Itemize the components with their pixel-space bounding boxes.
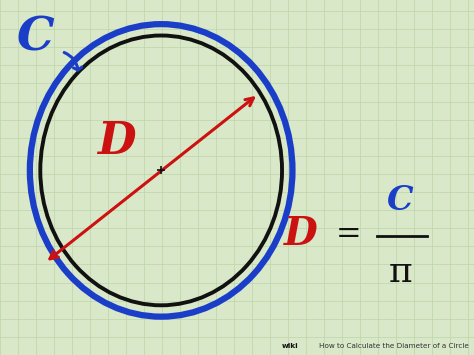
Text: D: D bbox=[284, 215, 318, 253]
Text: wiki: wiki bbox=[282, 343, 299, 349]
Text: C: C bbox=[387, 184, 414, 217]
Text: D: D bbox=[97, 120, 136, 164]
Text: π: π bbox=[389, 255, 412, 289]
Text: C: C bbox=[17, 14, 55, 60]
Text: How to Calculate the Diameter of a Circle: How to Calculate the Diameter of a Circl… bbox=[319, 343, 469, 349]
Text: =: = bbox=[336, 219, 361, 250]
